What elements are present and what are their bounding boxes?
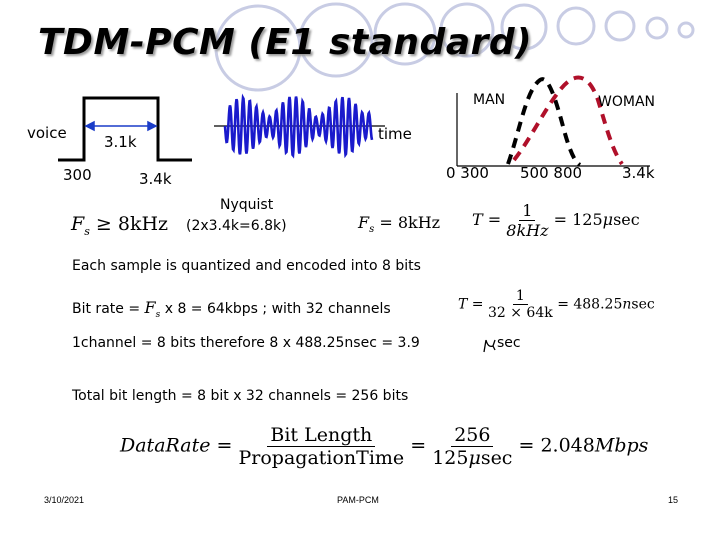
fs-min-equation: Fs ≥ 8kHz — [71, 213, 169, 238]
fs-equation: Fs = 8kHz — [358, 213, 441, 236]
decorative-circles — [214, 2, 695, 92]
channel-text: 1channel = 8 bits therefore 8 x 488.25ns… — [72, 335, 420, 351]
channel-unit: sec — [497, 335, 521, 351]
nyquist-calc: (2x3.4k=6.8k) — [186, 218, 287, 234]
mu-symbol — [483, 339, 496, 353]
bandwidth-label: 3.1k — [104, 133, 137, 151]
footer-title: PAM-PCM — [337, 495, 379, 505]
footer-date: 3/10/2021 — [44, 495, 85, 505]
voice-bandpass-diagram — [58, 96, 192, 162]
woman-curve — [512, 75, 624, 166]
bitrate-period-equation: T = 1 32 × 64k = 488.25nsec — [458, 288, 655, 321]
modulated-wave — [223, 93, 374, 159]
spectrum-ticks-mid: 500 800 — [520, 164, 583, 182]
period-equation: T = 1 8kHz = 125μsec — [472, 201, 640, 240]
bandwidth-arrow — [84, 120, 158, 132]
voice-label: voice — [27, 124, 67, 142]
woman-label: WOMAN — [598, 94, 655, 110]
footer-page-number: 15 — [668, 495, 679, 505]
low-freq-label: 300 — [63, 166, 92, 184]
spectrum-tick-high: 3.4k — [622, 164, 655, 182]
total-bit-length-text: Total bit length = 8 bit x 32 channels =… — [72, 388, 409, 404]
high-freq-label: 3.4k — [139, 170, 172, 188]
slide-title: TDM-PCM (E1 standard) — [38, 22, 533, 63]
spectrum-axes — [456, 93, 650, 167]
bitrate-text: Bit rate = Fs x 8 = 64kbps ; with 32 cha… — [72, 298, 391, 320]
man-label: MAN — [473, 92, 506, 108]
man-curve — [506, 77, 582, 167]
time-label: time — [378, 125, 412, 143]
spectrum-ticks-origin: 0 300 — [446, 164, 489, 182]
datarate-equation: DataRate = Bit Length PropagationTime = 2… — [120, 424, 649, 469]
quantize-text: Each sample is quantized and encoded int… — [72, 258, 421, 274]
nyquist-label: Nyquist — [220, 197, 274, 213]
